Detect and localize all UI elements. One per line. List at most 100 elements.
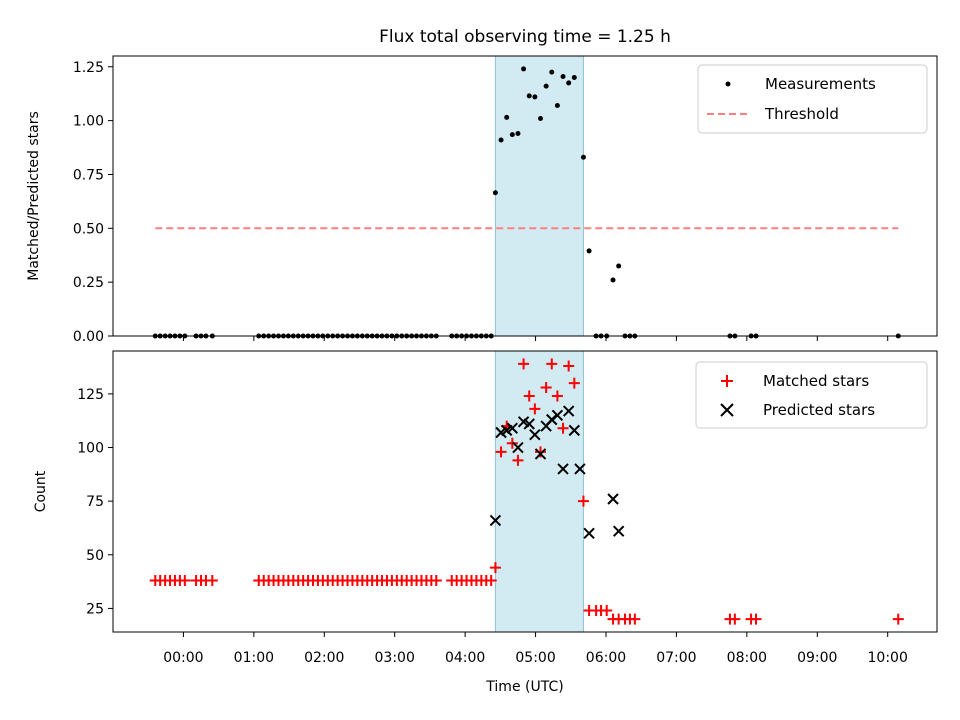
ratio-y-tick-label: 0.25 bbox=[73, 275, 104, 291]
legend-predicted-label: Predicted stars bbox=[763, 401, 875, 419]
matched-star-marker bbox=[430, 575, 442, 587]
ratio-y-tick-label: 0.75 bbox=[73, 167, 104, 183]
matched-star-marker bbox=[601, 605, 613, 617]
measurement-point bbox=[498, 137, 504, 143]
count-x-tick-label: 00:00 bbox=[163, 650, 203, 666]
measurement-point bbox=[537, 115, 543, 121]
count-x-tick-label: 05:00 bbox=[515, 650, 555, 666]
count-y-tick-label: 25 bbox=[86, 601, 104, 617]
predicted-star-marker bbox=[551, 409, 564, 422]
ratio-y-tick-label: 0.00 bbox=[73, 329, 104, 345]
count-x-tick-label: 10:00 bbox=[868, 650, 908, 666]
measurement-point bbox=[515, 131, 521, 137]
matched-star-marker bbox=[518, 358, 530, 370]
predicted-star-marker bbox=[568, 424, 581, 437]
legend-predicted-marker bbox=[720, 403, 734, 417]
predicted-star-marker bbox=[506, 422, 519, 434]
matched-star-marker bbox=[892, 613, 904, 625]
count-y-tick-label: 125 bbox=[77, 387, 104, 403]
count-x-tick-label: 07:00 bbox=[656, 650, 696, 666]
measurement-point bbox=[509, 132, 515, 138]
ratio-y-tick-label: 1.00 bbox=[73, 114, 104, 130]
count-y-axis: 25 50 75 100 125 bbox=[77, 387, 113, 617]
matched-star-marker bbox=[577, 495, 589, 507]
ratio-y-axis: 0.00 0.25 0.50 0.75 1.00 1.25 bbox=[73, 60, 113, 345]
measurement-point bbox=[549, 69, 555, 75]
matched-star-marker bbox=[495, 446, 507, 458]
predicted-star-marker bbox=[562, 405, 575, 417]
ratio-y-tick-label: 0.50 bbox=[73, 221, 104, 237]
measurement-point bbox=[560, 73, 566, 79]
legend-matched-label: Matched stars bbox=[763, 372, 869, 390]
matched-star-marker bbox=[179, 575, 191, 587]
measurement-point bbox=[580, 154, 586, 160]
count-legend: Matched stars Predicted stars bbox=[695, 361, 928, 429]
measurement-point bbox=[521, 66, 527, 72]
matched-star-marker bbox=[750, 613, 762, 625]
count-y-axis-label: Count bbox=[33, 470, 49, 512]
predicted-star-marker bbox=[612, 525, 625, 537]
ratio-x-ticks bbox=[182, 336, 889, 341]
measurement-point bbox=[586, 248, 592, 254]
ratio-legend: Measurements Threshold bbox=[697, 64, 928, 134]
measurement-point bbox=[492, 190, 498, 196]
measurement-point bbox=[566, 80, 572, 86]
predicted-star-marker bbox=[529, 428, 541, 441]
count-x-tick-label: 02:00 bbox=[304, 650, 344, 666]
count-y-tick-label: 50 bbox=[86, 548, 104, 564]
count-x-tick-label: 06:00 bbox=[586, 650, 626, 666]
matched-star-marker bbox=[551, 390, 563, 402]
predicted-star-marker bbox=[607, 493, 619, 505]
legend-measurements-marker bbox=[725, 81, 731, 87]
x-axis-label: Time (UTC) bbox=[485, 679, 563, 695]
measurement-point bbox=[554, 103, 560, 109]
count-highlight-span bbox=[494, 350, 584, 633]
ratio-highlight-span bbox=[494, 55, 584, 337]
ratio-y-axis-label: Matched/Predicted stars bbox=[26, 111, 42, 281]
count-predicted-layer bbox=[489, 405, 625, 540]
count-y-tick-label: 75 bbox=[86, 494, 104, 510]
legend-threshold-label: Threshold bbox=[764, 105, 839, 123]
matched-star-marker bbox=[206, 575, 218, 587]
measurement-point bbox=[526, 93, 532, 99]
measurement-point bbox=[571, 75, 577, 81]
predicted-star-marker bbox=[489, 514, 502, 527]
count-legend-box bbox=[695, 361, 928, 429]
matched-star-marker bbox=[523, 390, 535, 402]
measurement-point bbox=[616, 263, 622, 269]
panel-count: 25 50 75 100 125 00:00 01:00 02:00 03:00 04:00 05… bbox=[33, 350, 938, 695]
matched-star-marker bbox=[557, 422, 569, 434]
count-plot-frame bbox=[112, 350, 938, 633]
count-x-tick-label: 04:00 bbox=[445, 650, 485, 666]
matched-star-marker bbox=[568, 377, 580, 389]
measurement-point bbox=[610, 277, 616, 283]
ratio-legend-box bbox=[697, 64, 928, 134]
predicted-star-marker bbox=[574, 463, 586, 475]
matched-star-marker bbox=[563, 360, 575, 372]
predicted-star-marker bbox=[583, 527, 595, 540]
ratio-y-tick-label: 1.25 bbox=[73, 60, 104, 76]
predicted-star-marker bbox=[512, 441, 524, 454]
measurement-point bbox=[532, 94, 538, 100]
ratio-plot-frame bbox=[112, 55, 938, 337]
count-x-tick-label: 01:00 bbox=[234, 650, 274, 666]
matched-star-marker bbox=[629, 613, 641, 625]
matched-star-marker bbox=[485, 575, 497, 587]
measurement-point bbox=[504, 114, 510, 120]
predicted-star-marker bbox=[523, 418, 535, 430]
matched-star-marker bbox=[540, 381, 552, 393]
count-x-axis: 00:00 01:00 02:00 03:00 04:00 05:00 06:00 07:00… bbox=[163, 632, 908, 666]
count-x-tick-label: 08:00 bbox=[727, 650, 767, 666]
chart-title: Flux total observing time = 1.25 h bbox=[379, 27, 671, 47]
count-y-tick-label: 100 bbox=[77, 441, 104, 457]
predicted-star-marker bbox=[557, 463, 569, 475]
count-x-tick-label: 09:00 bbox=[797, 650, 837, 666]
matched-star-marker bbox=[534, 446, 546, 458]
panel-ratio: 0.00 0.25 0.50 0.75 1.00 1.25 Matched/Predict… bbox=[26, 55, 938, 345]
count-x-tick-label: 03:00 bbox=[375, 650, 415, 666]
count-matched-layer bbox=[149, 358, 904, 625]
matched-star-marker bbox=[546, 358, 558, 370]
matched-star-marker bbox=[512, 454, 524, 466]
predicted-star-marker bbox=[534, 448, 547, 460]
